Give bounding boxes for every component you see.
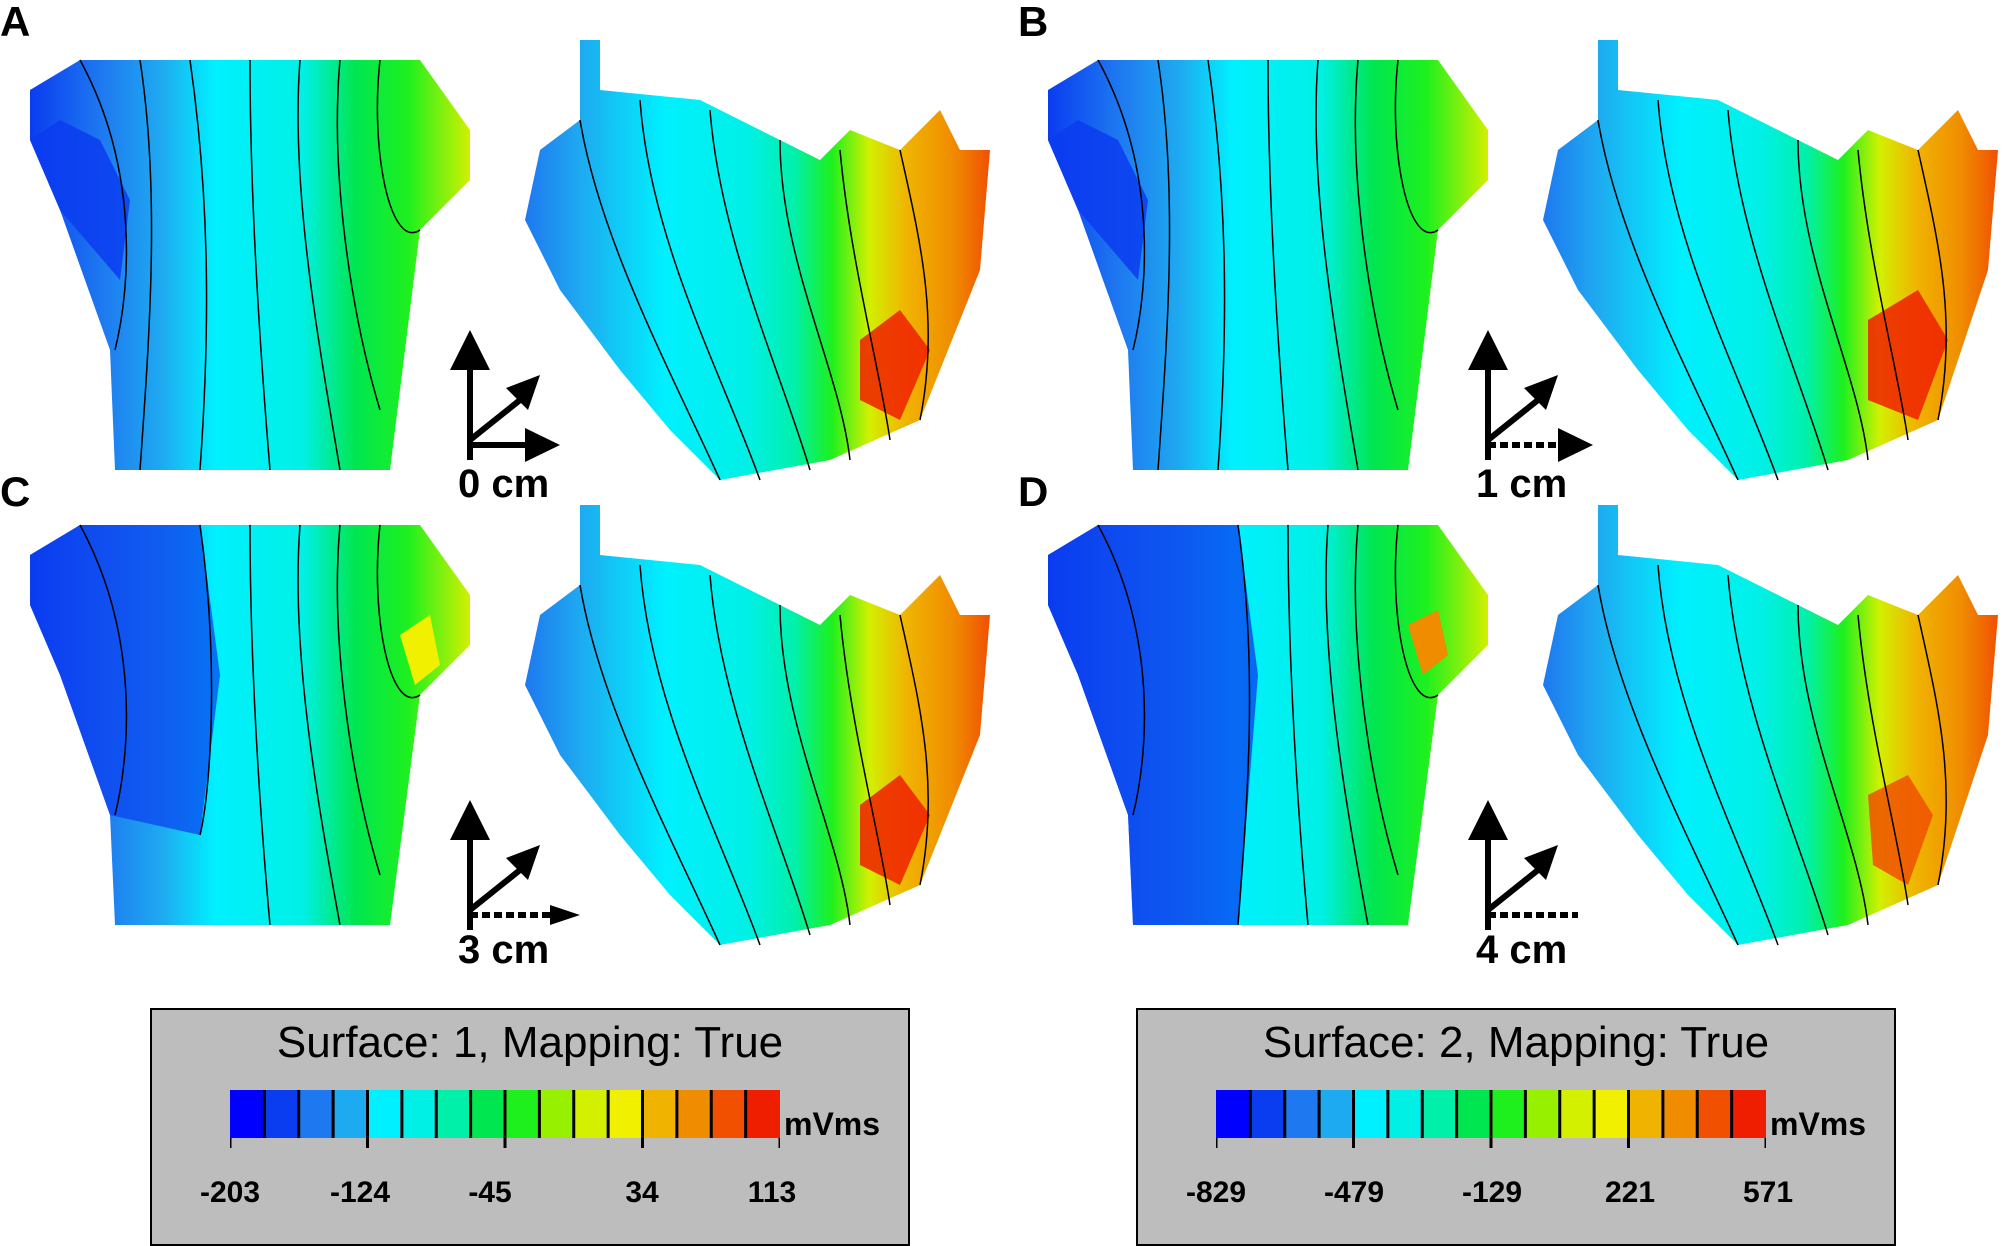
panel-letter-c: C [0, 468, 31, 515]
colorbar-swatch [1525, 1090, 1561, 1138]
colorbar-swatch [436, 1090, 472, 1138]
colorbar-swatch [470, 1090, 506, 1138]
torso-map-b [1048, 59, 1488, 471]
distance-label-b: 1 cm [1476, 462, 1568, 506]
colorbar-swatch [1422, 1090, 1458, 1138]
colorbar [1216, 1090, 1766, 1148]
colorbar-swatch [367, 1090, 403, 1138]
colorbar-swatch [642, 1090, 678, 1138]
distance-label-c: 3 cm [458, 928, 550, 972]
axis-icon-c [450, 800, 580, 930]
heart-map-b [1543, 40, 1998, 481]
tick-label: 221 [1604, 1176, 1656, 1209]
legend-unit: mVms [784, 1106, 881, 1142]
colorbar-swatch [539, 1090, 575, 1138]
colorbar-swatch [1559, 1090, 1595, 1138]
colorbar-swatch [1216, 1090, 1251, 1138]
torso-map-c [30, 524, 470, 926]
tick-label: -203 [199, 1176, 261, 1209]
legend-title: Surface: 1, Mapping: True [276, 1018, 784, 1067]
colorbar-swatch [1594, 1090, 1630, 1138]
colorbar-swatch [298, 1090, 334, 1138]
tick-label: -829 [1185, 1176, 1247, 1209]
tick-label: 113 [747, 1176, 797, 1209]
legend-unit: mVms [1770, 1106, 1867, 1142]
torso-map-a [30, 59, 470, 471]
colorbar-swatch [333, 1090, 369, 1138]
panel-letter-b: B [1018, 0, 1049, 45]
tick-label: -129 [1461, 1176, 1523, 1209]
colorbar-swatch [1491, 1090, 1526, 1138]
tick-label: -479 [1323, 1176, 1385, 1209]
colorbar-swatch [230, 1090, 265, 1138]
colorbar-swatch [608, 1090, 644, 1138]
colorbar-swatch [711, 1090, 747, 1138]
colorbar-legend-surface-2: Surface: 2, Mapping: True mVms -829 -479… [1136, 1008, 1896, 1246]
torso-map-d [1048, 524, 1488, 926]
colorbar-swatch [264, 1090, 300, 1138]
tick-label: -45 [468, 1176, 512, 1209]
colorbar [230, 1090, 780, 1148]
colorbar-swatch [1319, 1090, 1355, 1138]
colorbar-swatch [1697, 1090, 1733, 1138]
heart-map-d [1543, 505, 1998, 946]
colorbar-swatch [573, 1090, 609, 1138]
panel-letter-a: A [0, 0, 31, 45]
tick-label: 571 [1742, 1176, 1794, 1209]
colorbar-swatch [745, 1090, 780, 1138]
colorbar-swatch [1731, 1090, 1766, 1138]
colorbar-swatch [1284, 1090, 1320, 1138]
colorbar-swatch [1250, 1090, 1286, 1138]
distance-label-a: 0 cm [458, 462, 550, 506]
tick-label: 34 [625, 1176, 659, 1209]
colorbar-swatch [401, 1090, 437, 1138]
colorbar-swatch [676, 1090, 712, 1138]
colorbar-swatch [1456, 1090, 1492, 1138]
heart-map-c [525, 505, 990, 946]
colorbar-swatch [1662, 1090, 1698, 1138]
colorbar-swatch [505, 1090, 540, 1138]
colorbar-swatch [1353, 1090, 1389, 1138]
colorbar-swatch [1628, 1090, 1664, 1138]
heart-map-a [525, 40, 990, 481]
axis-icon-d [1468, 800, 1578, 930]
axis-icon-a [450, 330, 560, 462]
axis-icon-b [1468, 330, 1593, 462]
panel-letter-d: D [1018, 468, 1049, 515]
colorbar-swatch [1387, 1090, 1423, 1138]
distance-label-d: 4 cm [1476, 928, 1568, 972]
tick-label: -124 [329, 1176, 391, 1209]
colorbar-legend-surface-1: Surface: 1, Mapping: True mVms -203 -124… [150, 1008, 910, 1246]
legend-title: Surface: 2, Mapping: True [1262, 1018, 1770, 1067]
